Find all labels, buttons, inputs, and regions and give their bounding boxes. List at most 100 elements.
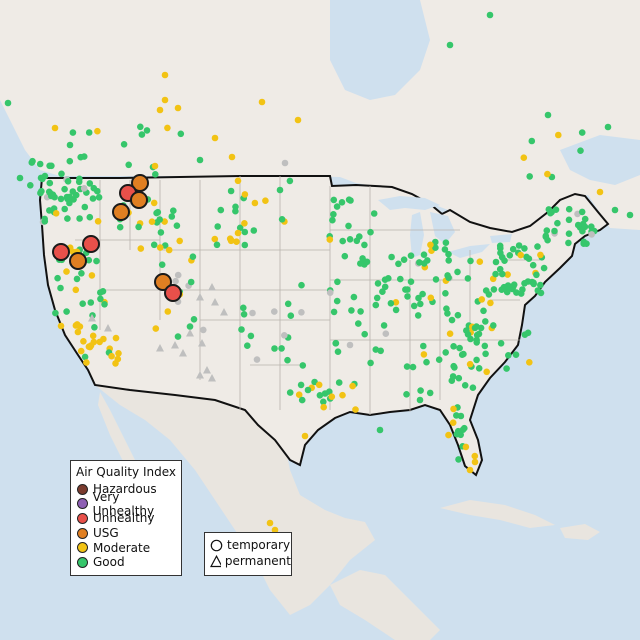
station-marker[interactable]	[521, 245, 528, 252]
station-marker[interactable]	[88, 272, 96, 279]
station-marker[interactable]	[36, 160, 44, 168]
station-marker[interactable]	[85, 129, 93, 136]
station-marker[interactable]	[79, 300, 86, 308]
station-marker[interactable]	[112, 334, 120, 342]
station-marker[interactable]	[196, 156, 204, 164]
station-marker[interactable]	[253, 356, 261, 363]
station-marker[interactable]	[81, 353, 89, 361]
station-marker[interactable]	[72, 191, 80, 199]
station-marker[interactable]	[233, 238, 240, 245]
station-marker[interactable]	[349, 382, 356, 390]
station-marker[interactable]	[442, 349, 450, 356]
permanent-station-marker[interactable]	[186, 329, 194, 337]
smoke-station-marker[interactable]	[164, 284, 182, 302]
station-marker[interactable]	[565, 230, 573, 237]
station-marker[interactable]	[240, 311, 248, 318]
station-marker[interactable]	[100, 335, 107, 343]
station-marker[interactable]	[174, 104, 182, 112]
station-marker[interactable]	[456, 344, 463, 352]
station-marker[interactable]	[190, 316, 198, 323]
station-marker[interactable]	[506, 252, 514, 259]
station-marker[interactable]	[57, 195, 65, 203]
station-marker[interactable]	[72, 322, 80, 329]
station-marker[interactable]	[200, 326, 207, 334]
station-marker[interactable]	[478, 296, 486, 303]
station-marker[interactable]	[241, 191, 249, 198]
station-marker[interactable]	[266, 519, 274, 527]
station-marker[interactable]	[441, 246, 449, 253]
station-marker[interactable]	[410, 302, 418, 310]
station-marker[interactable]	[227, 187, 235, 195]
station-marker[interactable]	[276, 186, 284, 194]
station-marker[interactable]	[150, 199, 158, 207]
smoke-station-marker[interactable]	[82, 235, 100, 253]
station-marker[interactable]	[565, 205, 573, 213]
station-marker[interactable]	[512, 351, 520, 359]
station-marker[interactable]	[330, 211, 337, 218]
station-marker[interactable]	[469, 384, 477, 392]
station-marker[interactable]	[551, 227, 558, 235]
station-marker[interactable]	[156, 244, 164, 251]
station-marker[interactable]	[526, 173, 533, 180]
station-marker[interactable]	[115, 350, 122, 357]
station-marker[interactable]	[258, 98, 266, 106]
station-marker[interactable]	[537, 251, 544, 259]
station-marker[interactable]	[528, 137, 536, 145]
smoke-station-marker[interactable]	[131, 174, 149, 192]
station-marker[interactable]	[466, 360, 474, 368]
station-marker[interactable]	[168, 213, 176, 220]
station-marker[interactable]	[534, 287, 542, 294]
station-marker[interactable]	[415, 294, 422, 302]
station-marker[interactable]	[66, 141, 74, 149]
station-marker[interactable]	[177, 130, 185, 138]
permanent-station-marker[interactable]	[203, 366, 211, 374]
station-marker[interactable]	[530, 280, 537, 288]
station-marker[interactable]	[52, 210, 60, 217]
station-marker[interactable]	[46, 207, 53, 214]
station-marker[interactable]	[57, 284, 64, 292]
station-marker[interactable]	[420, 251, 428, 258]
station-marker[interactable]	[476, 258, 484, 266]
station-marker[interactable]	[449, 373, 457, 380]
station-marker[interactable]	[66, 157, 74, 165]
station-marker[interactable]	[316, 392, 324, 399]
station-marker[interactable]	[54, 274, 61, 282]
station-marker[interactable]	[626, 211, 634, 219]
station-marker[interactable]	[334, 278, 341, 286]
station-marker[interactable]	[604, 123, 612, 131]
station-marker[interactable]	[367, 228, 374, 236]
station-marker[interactable]	[580, 238, 588, 246]
station-marker[interactable]	[64, 178, 72, 185]
station-marker[interactable]	[402, 286, 409, 293]
station-marker[interactable]	[211, 134, 219, 142]
station-marker[interactable]	[442, 290, 449, 297]
station-marker[interactable]	[238, 326, 245, 333]
station-marker[interactable]	[170, 207, 177, 214]
station-marker[interactable]	[116, 223, 124, 231]
station-marker[interactable]	[286, 177, 294, 185]
station-marker[interactable]	[460, 350, 467, 358]
station-marker[interactable]	[450, 405, 457, 413]
station-marker[interactable]	[154, 208, 162, 216]
station-marker[interactable]	[161, 71, 169, 79]
station-marker[interactable]	[213, 241, 221, 249]
station-marker[interactable]	[164, 308, 172, 315]
station-marker[interactable]	[176, 237, 183, 245]
station-marker[interactable]	[298, 309, 305, 316]
station-marker[interactable]	[51, 124, 59, 132]
station-marker[interactable]	[501, 257, 508, 265]
station-marker[interactable]	[345, 222, 352, 230]
station-marker[interactable]	[294, 116, 302, 124]
station-marker[interactable]	[174, 333, 182, 340]
station-marker[interactable]	[407, 252, 415, 259]
station-marker[interactable]	[91, 324, 98, 331]
station-marker[interactable]	[46, 179, 54, 187]
station-marker[interactable]	[409, 363, 417, 371]
station-marker[interactable]	[157, 229, 165, 236]
station-marker[interactable]	[400, 256, 408, 264]
station-marker[interactable]	[574, 221, 582, 229]
station-marker[interactable]	[278, 216, 286, 223]
station-marker[interactable]	[542, 233, 550, 241]
station-marker[interactable]	[241, 228, 249, 236]
